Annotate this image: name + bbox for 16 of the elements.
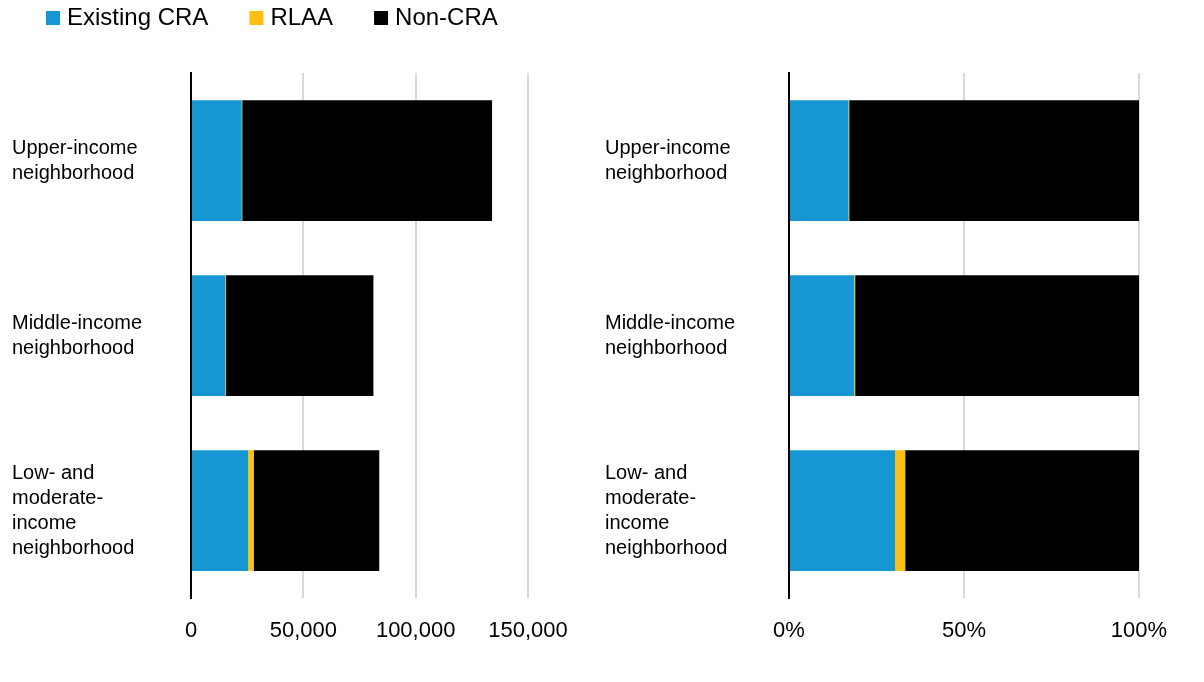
legend-label: Existing CRA (67, 2, 209, 30)
x-tick-label: 0 (184, 617, 198, 643)
x-tick-label: 50% (941, 617, 987, 643)
x-tick-label: 50,000 (269, 617, 337, 643)
y-tick-label: Low- and moderate-income neighborhood (12, 460, 135, 558)
y-tick-label: Upper-income neighborhood (605, 135, 731, 183)
x-tick-label: 0% (773, 617, 805, 643)
x-tick-label: 100% (1110, 617, 1168, 643)
y-tick-label: Middle-income neighborhood (605, 310, 736, 358)
y-tick-label: Upper-income neighborhood (12, 135, 138, 183)
y-tick-label: Middle-income neighborhood (12, 310, 143, 358)
x-tick-label: 150,000 (488, 617, 568, 643)
x-tick-label: 100,000 (375, 617, 456, 643)
y-tick-label: Low- and moderate-income neighborhood (605, 460, 728, 558)
legend-label: Non-CRA (395, 2, 498, 30)
legend-label: RLAA (270, 2, 334, 30)
